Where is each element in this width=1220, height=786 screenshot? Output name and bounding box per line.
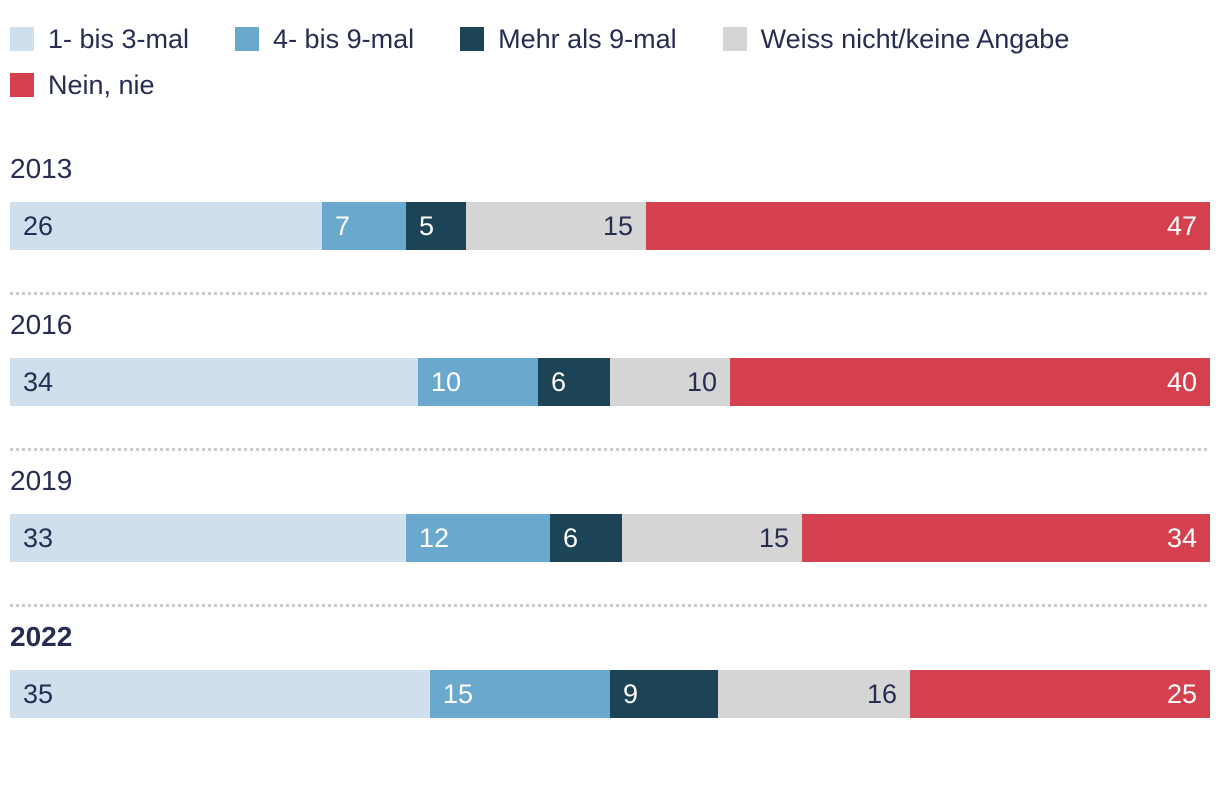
legend-item-3: Mehr als 9-mal: [460, 24, 677, 54]
segment-value-label: 47: [1166, 210, 1197, 241]
bar-segment: 40: [730, 358, 1210, 406]
segment-value-label: 6: [563, 522, 579, 553]
stacked-bar-2022: 35 15 9 16 25: [10, 670, 1210, 718]
segment-value-label: 34: [23, 366, 54, 397]
legend-label: Nein, nie: [48, 70, 155, 100]
row-separator: [10, 604, 1210, 607]
bar-segment: 6: [550, 514, 622, 562]
legend-swatch-icon: [235, 27, 260, 51]
year-label-2019: 2019: [10, 465, 73, 496]
year-label-2013: 2013: [10, 153, 73, 184]
segment-value-label: 6: [551, 366, 567, 397]
stacked-bar-2016: 34 10 6 10 40: [10, 358, 1210, 406]
legend-item-4: Weiss nicht/keine Angabe: [722, 24, 1070, 54]
segment-value-label: 16: [866, 678, 897, 709]
bar-segment: 9: [610, 670, 718, 718]
bar-segment: 15: [466, 202, 646, 250]
legend-label: Mehr als 9-mal: [498, 24, 677, 54]
segment-value-label: 25: [1166, 678, 1197, 709]
legend-swatch-icon: [10, 27, 34, 51]
legend-label: 4- bis 9-mal: [273, 24, 415, 54]
legend: 1- bis 3-mal 4- bis 9-mal Mehr als 9-mal We…: [10, 24, 1210, 100]
legend-label: 1- bis 3-mal: [48, 24, 190, 54]
segment-value-label: 35: [23, 678, 54, 709]
legend-swatch-icon: [10, 73, 34, 97]
legend-swatch-icon: [460, 27, 485, 51]
segment-value-label: 33: [23, 522, 54, 553]
bar-segment: 12: [406, 514, 550, 562]
segment-value-label: 15: [443, 678, 474, 709]
legend-item-2: 4- bis 9-mal: [235, 24, 414, 54]
bar-segment: 15: [622, 514, 802, 562]
segment-value-label: 7: [335, 210, 351, 241]
segment-value-label: 34: [1166, 522, 1197, 553]
segment-value-label: 10: [686, 366, 717, 397]
bar-segment: 15: [430, 670, 610, 718]
segment-value-label: 12: [419, 522, 450, 553]
bar-segment: 25: [910, 670, 1210, 718]
segment-value-label: 10: [431, 366, 462, 397]
bar-segment: 35: [10, 670, 430, 718]
legend-item-1: 1- bis 3-mal: [10, 24, 189, 54]
row-separator: [10, 292, 1210, 295]
segment-value-label: 15: [758, 522, 789, 553]
legend-swatch-icon: [722, 27, 747, 51]
bar-segment: 34: [802, 514, 1210, 562]
bar-segment: 47: [646, 202, 1210, 250]
bar-segment: 33: [10, 514, 406, 562]
bar-segment: 26: [10, 202, 322, 250]
segment-value-label: 9: [623, 678, 639, 709]
year-label-2016: 2016: [10, 309, 73, 340]
bar-segment: 34: [10, 358, 418, 406]
segment-value-label: 26: [23, 210, 54, 241]
legend-label: Weiss nicht/keine Angabe: [760, 24, 1070, 54]
segment-value-label: 40: [1166, 366, 1197, 397]
bar-segment: 16: [718, 670, 910, 718]
segment-value-label: 5: [419, 210, 435, 241]
stacked-bar-2019: 33 12 6 15 34: [10, 514, 1210, 562]
row-separator: [10, 448, 1210, 451]
bar-segment: 5: [406, 202, 466, 250]
stacked-bar-2013: 26 7 5 15 47: [10, 202, 1210, 250]
bar-segment: 7: [322, 202, 406, 250]
year-label-2022: 2022: [10, 621, 73, 652]
legend-item-5: Nein, nie: [10, 70, 155, 100]
chart-rows: 2013 26 7 5 15 47 2016 34 10 6 10 40 2019 33 12 6 15 34 20…: [10, 152, 1210, 718]
bar-segment: 10: [610, 358, 730, 406]
bar-segment: 10: [418, 358, 538, 406]
bar-segment: 6: [538, 358, 610, 406]
segment-value-label: 15: [602, 210, 633, 241]
